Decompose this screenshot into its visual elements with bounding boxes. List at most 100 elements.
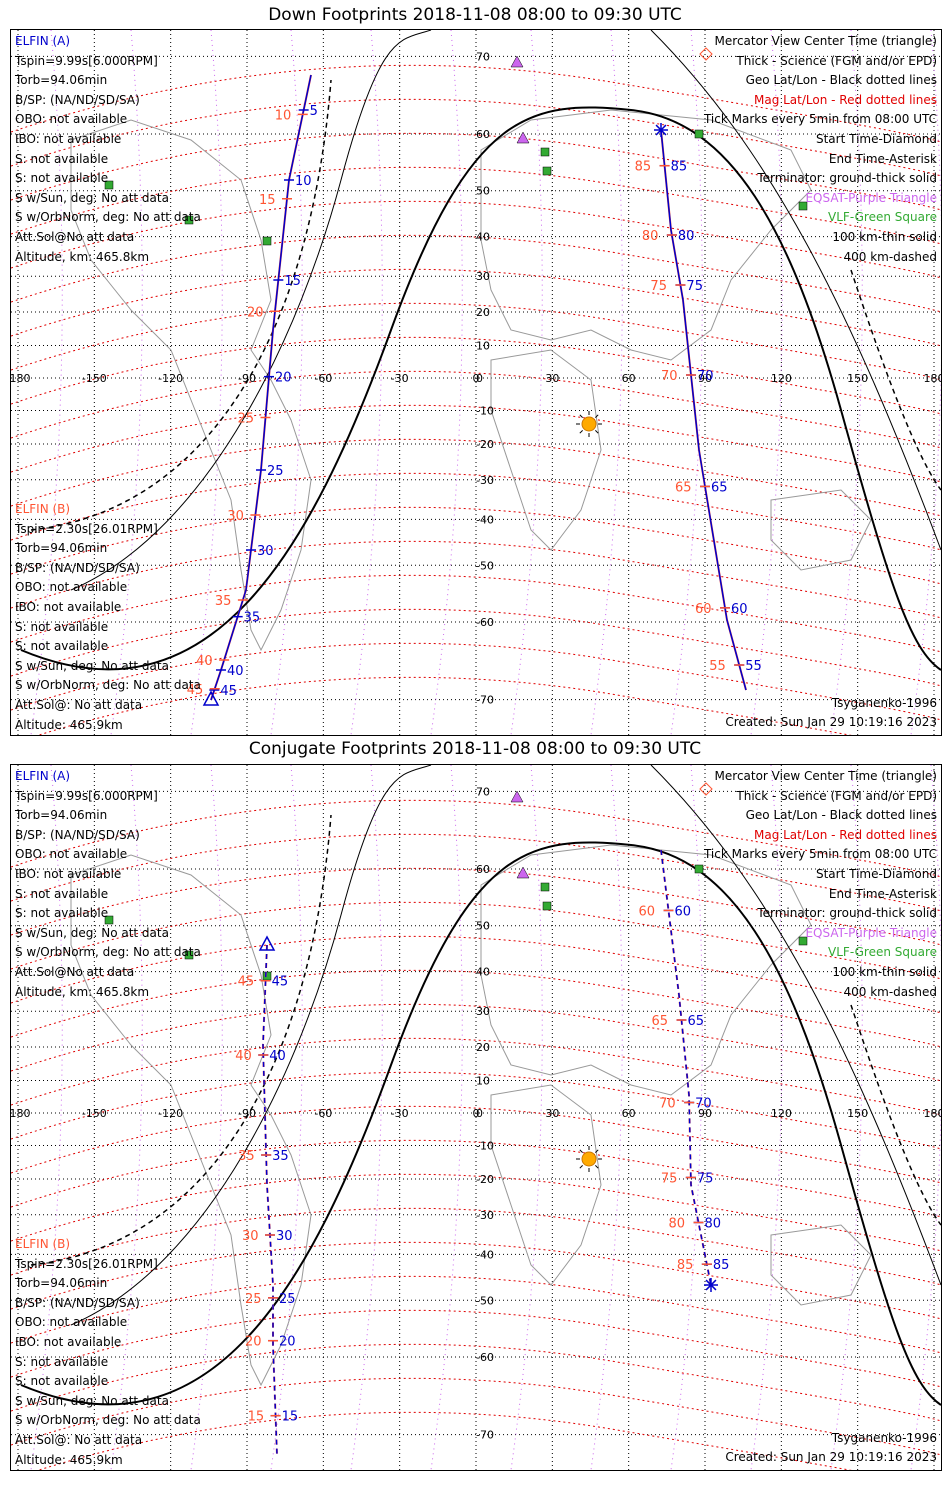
track-time-label: 35	[244, 611, 261, 626]
elfin-b-tspin: Tspin=2.30s[26.01RPM]	[15, 1256, 158, 1271]
map-legend: Mercator View Center Time (triangle) Thic…	[704, 767, 937, 1002]
elfin-b-label: ELFIN (B)	[15, 502, 71, 516]
lat-tick-label: -40	[476, 1248, 494, 1261]
vlf-station-marker	[262, 971, 272, 981]
footprint-track	[262, 944, 278, 1456]
terminator-line	[20, 841, 941, 1406]
lat-tick-label: 20	[476, 1041, 490, 1054]
mag-lon-line	[430, 765, 463, 1470]
continent-outline	[70, 119, 312, 652]
lon-tick-label: -60	[314, 372, 332, 385]
lon-tick-label: 180	[924, 1107, 942, 1120]
track-time-label: 55	[709, 659, 726, 674]
track-time-label: 70	[659, 1097, 676, 1112]
elfin-a-s1: S: not available	[15, 886, 109, 901]
mag-lon-line	[190, 765, 223, 1470]
elfin-a-s1: S: not available	[15, 151, 109, 166]
elfin-a-tspin: Tspin=9.99s[6.000RPM]	[15, 53, 158, 68]
elfin-a-swsun: S w/Sun, deg: No att data	[15, 190, 169, 205]
continent-outline	[70, 854, 312, 1387]
lon-tick-label: -120	[158, 372, 183, 385]
continent-outline	[770, 489, 872, 571]
elfin-a-info: ELFIN (A) Tspin=9.99s[6.000RPM] Torb=94.06…	[15, 767, 201, 1002]
lat-tick-label: -60	[476, 616, 494, 629]
mag-lon-line	[30, 765, 63, 1470]
lat-tick-label: 50	[476, 920, 490, 933]
lon-tick-label: -90	[238, 1107, 256, 1120]
lon-tick-label: 0	[473, 1107, 480, 1120]
mag-lon-line	[110, 30, 143, 735]
legend-item: Tick Marks every 5min from 08:00 UTC	[703, 112, 937, 127]
mag-lon-line	[510, 765, 543, 1470]
lat-tick-label: -70	[476, 694, 494, 707]
continent-outline	[480, 109, 812, 361]
elfin-a-obo: OBO: not available	[15, 847, 128, 862]
legend-item: Mag Lat/Lon - Red dotted lines	[753, 92, 937, 107]
mag-lon-line	[510, 30, 543, 735]
down-footprints-map: -180 -150 -120 -90 -60 -30 0 30 60 90 120 150 180 70 6…	[10, 29, 942, 736]
elfin-b-tspin: Tspin=2.30s[26.01RPM]	[15, 521, 158, 536]
track-time-label: 45	[220, 684, 237, 699]
lon-tick-label: -60	[314, 1107, 332, 1120]
lon-tick-label: -30	[391, 372, 409, 385]
continent-outline	[770, 1224, 872, 1306]
elfin-b-swsun: S w/Sun, deg: No att data	[15, 658, 169, 673]
vlf-station-marker	[694, 129, 704, 139]
elfin-a-tspin: Tspin=9.99s[6.000RPM]	[15, 788, 158, 803]
lat-tick-label: 0	[476, 1107, 483, 1120]
vlf-station-marker	[542, 166, 552, 176]
lat-tick-label: 40	[476, 966, 490, 979]
track-time-label: 60	[695, 602, 712, 617]
legend-item: Thick - Science (FGM and/or EPD)	[736, 53, 937, 68]
elfin-b-bsp: B/SP: (NA/ND/SD/SA)	[15, 560, 140, 575]
legend-item: Terminator: ground-thick solid	[757, 906, 937, 921]
lat-tick-label: -10	[476, 1140, 494, 1153]
track-time-label: 35	[238, 1149, 255, 1164]
map-canvas: -180 -150 -120 -90 -60 -30 0 30 60 90 120 150 180 70 6…	[11, 765, 941, 1470]
lon-tick-label: 0	[473, 372, 480, 385]
elfin-b-obo: OBO: not available	[15, 580, 128, 595]
lat-tick-label: -60	[476, 1351, 494, 1364]
legend-item: 400 km-dashed	[843, 984, 937, 999]
legend-item: EQSAT-Purple Triangle	[805, 925, 937, 940]
mag-lon-line	[830, 765, 863, 1470]
track-time-label: 75	[661, 1172, 678, 1187]
altitude-100km-line	[650, 30, 941, 551]
track-time-label: 85	[635, 160, 652, 175]
lat-tick-label: 10	[476, 339, 490, 352]
elfin-a-alt: Altitude, km: 465.8km	[15, 249, 150, 264]
legend-item: End Time-Asterisk	[828, 151, 937, 166]
start-time-diamond	[699, 47, 713, 61]
elfin-a-sworb: S w/OrbNorm, deg: No att data	[15, 210, 201, 225]
track-time-label: 15	[248, 1410, 265, 1425]
track-time-label: 80	[705, 1217, 722, 1232]
lon-tick-label: 180	[924, 372, 942, 385]
track-time-label: 70	[697, 369, 714, 384]
elfin-b-bsp: B/SP: (NA/ND/SD/SA)	[15, 1295, 140, 1310]
track-time-label: 35	[272, 1149, 289, 1164]
elfin-a-info: ELFIN (A) Tspin=9.99s[6.000RPM] Torb=94.06…	[15, 32, 201, 267]
track-time-label: 60	[731, 602, 748, 617]
track-time-label: 65	[675, 480, 692, 495]
lat-tick-label: -50	[476, 1294, 494, 1307]
legend-item: Start Time-Diamond	[815, 866, 937, 881]
center-time-triangle	[202, 690, 220, 706]
lon-tick-label: 150	[847, 1107, 868, 1120]
mag-lon-line	[750, 30, 783, 735]
elfin-a-torb: Torb=94.06min	[15, 808, 108, 823]
panel-title-down: Down Footprints 2018-11-08 08:00 to 09:3…	[268, 5, 682, 25]
mag-lon-line	[750, 765, 783, 1470]
track-time-label: 80	[642, 229, 659, 244]
elfin-b-label: ELFIN (B)	[15, 1237, 71, 1251]
mag-lon-line	[670, 765, 703, 1470]
lat-tick-label: -40	[476, 513, 494, 526]
mag-lon-line	[670, 30, 703, 735]
created-timestamp: Created: Sun Jan 29 10:19:16 2023	[725, 1450, 937, 1465]
elfin-a-attsol: Att.Sol@No att data	[15, 964, 135, 979]
track-time-label: 40	[227, 664, 244, 679]
legend-item: Thick - Science (FGM and/or EPD)	[736, 788, 937, 803]
track-time-label: 85	[671, 160, 688, 175]
continent-outline	[480, 844, 812, 1096]
elfin-a-bsp: B/SP: (NA/ND/SD/SA)	[15, 92, 140, 107]
elfin-b-ibo: IBO: not available	[15, 1334, 122, 1349]
